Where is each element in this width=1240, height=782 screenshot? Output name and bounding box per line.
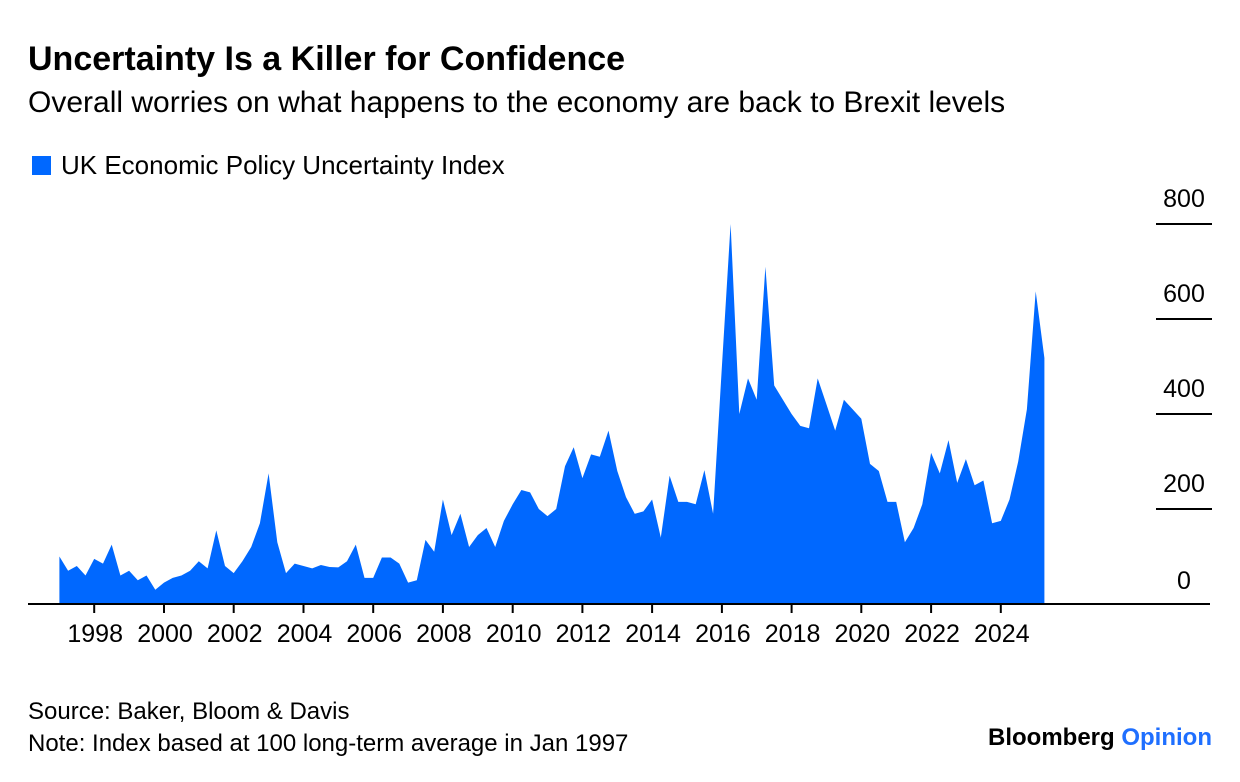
x-tick-label: 2006 — [346, 620, 402, 648]
x-tick-label: 2020 — [834, 620, 890, 648]
x-tick-label: 1998 — [67, 620, 123, 648]
x-tick-label: 2024 — [974, 620, 1030, 648]
y-tick-label: 0 — [1177, 567, 1191, 595]
x-tick-label: 2010 — [486, 620, 542, 648]
x-tick-label: 2004 — [277, 620, 333, 648]
chart-title: Uncertainty Is a Killer for Confidence — [28, 40, 626, 78]
x-tick-label: 2012 — [556, 620, 612, 648]
y-tick-label: 600 — [1163, 280, 1205, 308]
x-tick-label: 2000 — [137, 620, 193, 648]
source-note: Source: Baker, Bloom & Davis — [28, 698, 350, 725]
brand-logo: Bloomberg Opinion — [988, 724, 1212, 752]
x-tick-label: 2008 — [416, 620, 472, 648]
brand-accent: Opinion — [1121, 724, 1212, 751]
area-series-0 — [59, 224, 1045, 604]
y-tick-label: 800 — [1163, 185, 1205, 213]
x-tick-label: 2002 — [207, 620, 263, 648]
legend: UK Economic Policy Uncertainty Index — [32, 150, 505, 181]
x-tick-label: 2016 — [695, 620, 751, 648]
y-tick-label: 200 — [1163, 470, 1205, 498]
x-tick-label: 2018 — [765, 620, 821, 648]
y-tick-label: 400 — [1163, 375, 1205, 403]
x-tick-label: 2014 — [625, 620, 681, 648]
legend-label: UK Economic Policy Uncertainty Index — [61, 150, 505, 180]
brand-name: Bloomberg — [988, 724, 1115, 751]
x-tick-label: 2022 — [904, 620, 960, 648]
chart-subtitle: Overall worries on what happens to the e… — [28, 86, 1006, 119]
footnote: Note: Index based at 100 long-term avera… — [28, 730, 629, 757]
legend-swatch — [32, 156, 51, 175]
